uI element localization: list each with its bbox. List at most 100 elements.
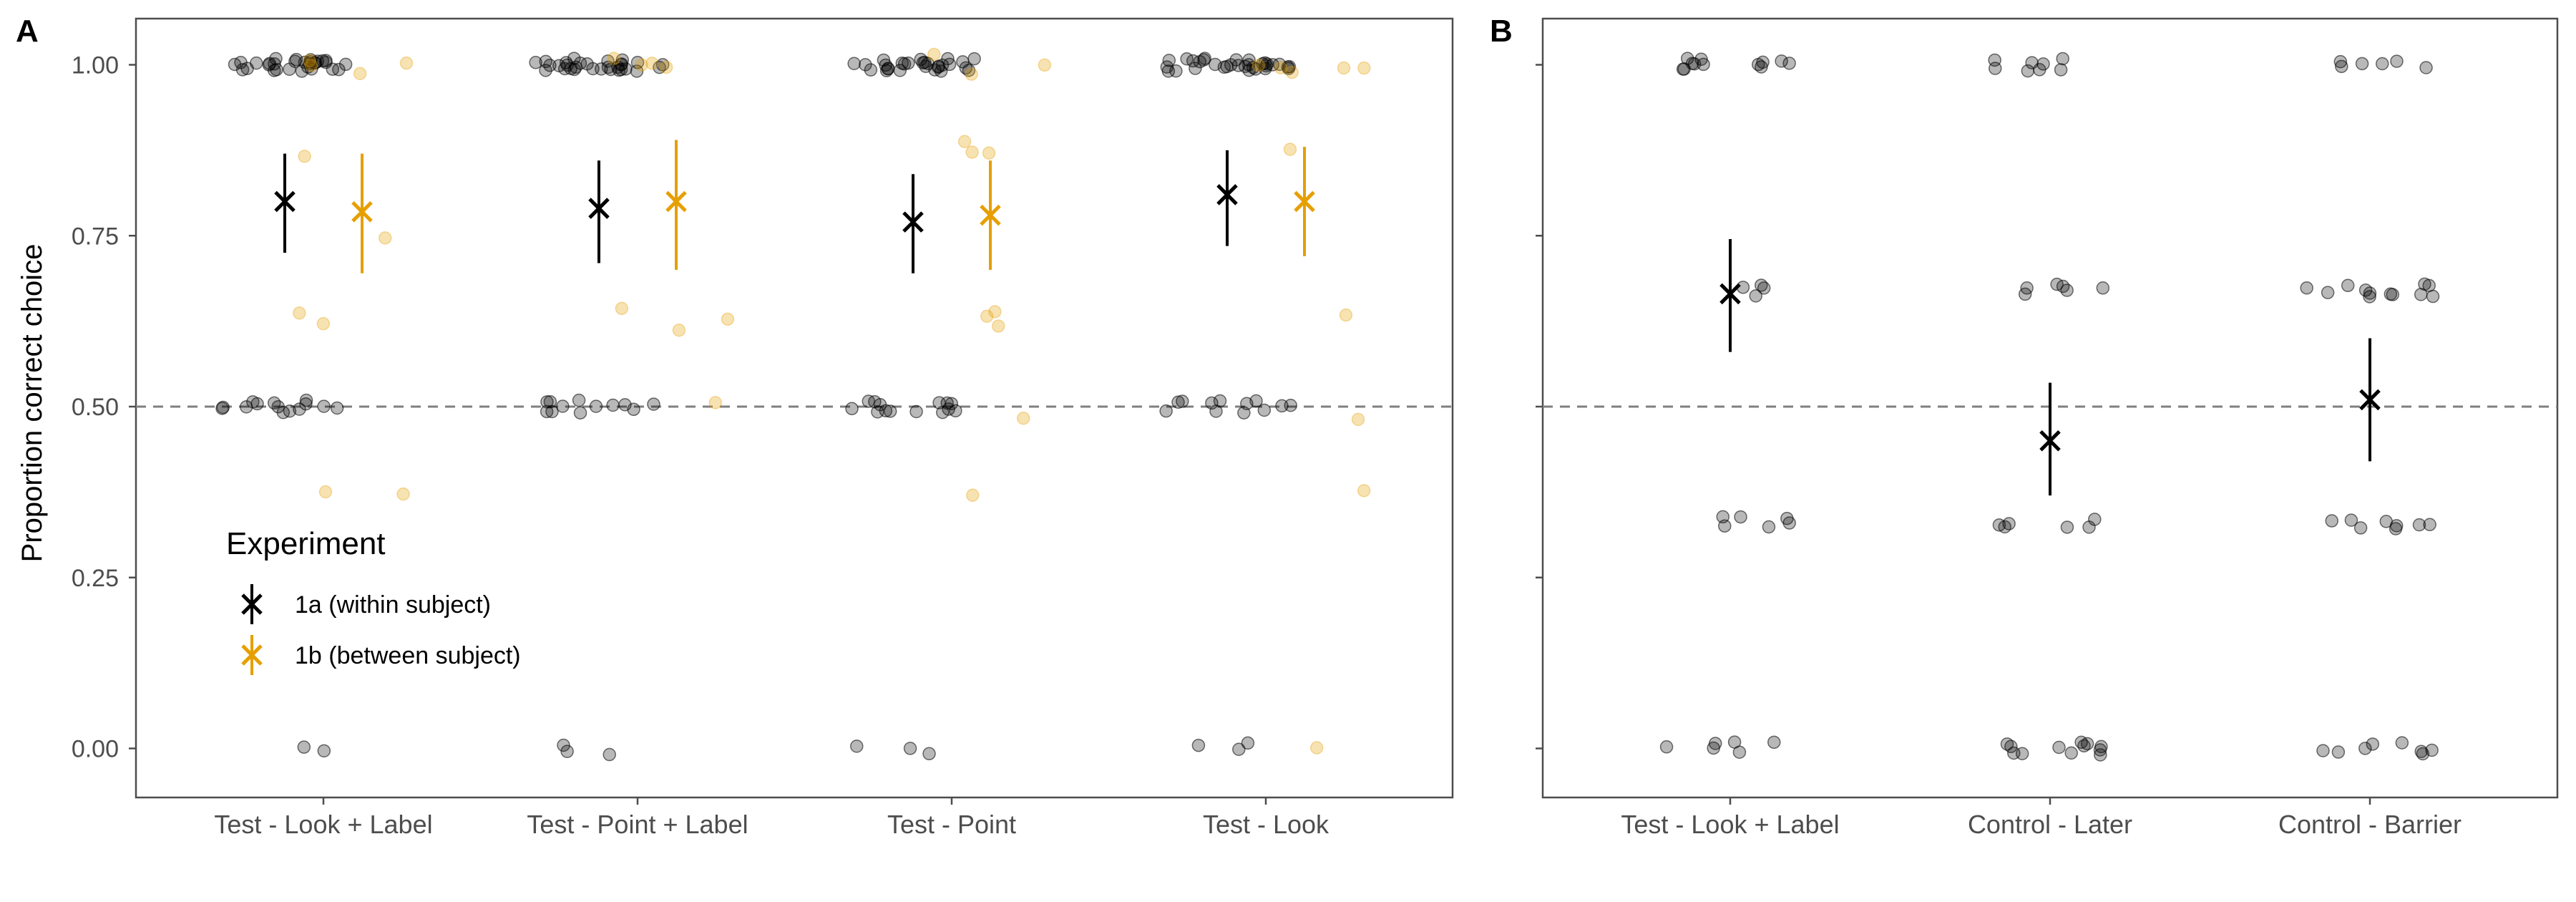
- panel-a-1a-mean-test-point: [902, 211, 924, 233]
- panel-a-1a-point: [618, 398, 632, 412]
- panel-a-1a-point: [940, 396, 954, 410]
- panel-a-1a-point: [543, 59, 557, 72]
- panel-a-1a-point: [1282, 59, 1297, 74]
- panel-b-1a-point: [2056, 52, 2069, 66]
- panel-b-1a-mean-test-look-label-stroke-b: [1719, 283, 1741, 305]
- panel-a-1a-point: [879, 64, 894, 77]
- panel-a-1a-point: [338, 57, 353, 72]
- panel-b-1a-point: [1989, 62, 2002, 75]
- panel-a-x-tick-label-test-look: Test - Look: [1203, 810, 1330, 839]
- panel-a-1b-point: [645, 57, 659, 70]
- panel-a-1b-point: [316, 316, 331, 331]
- panel-a-1a-point: [653, 60, 666, 74]
- panel-a-1a-point: [589, 399, 603, 413]
- panel-a-1a-point: [606, 398, 620, 412]
- panel-a-1a-point: [330, 401, 344, 415]
- panel-a-1a-point: [1191, 738, 1206, 752]
- panel-a-1a-point: [873, 397, 887, 412]
- panel-a-1a-point: [543, 394, 557, 409]
- panel-a-1b-point: [1285, 65, 1299, 79]
- panel-a-1a-point: [882, 62, 895, 75]
- panel-b-1a-point: [2395, 736, 2409, 750]
- panel-a-label: A: [16, 14, 39, 49]
- panel-a-1a-point: [557, 738, 570, 752]
- panel-a-1a-point: [919, 59, 932, 74]
- panel-a-y-tick-label-2: 0.50: [72, 394, 119, 421]
- panel-b-1a-point: [2300, 281, 2313, 295]
- legend-key-cross-0-stroke-b: [241, 593, 263, 615]
- panel-b-1a-point: [1775, 54, 1788, 68]
- panel-a-1a-mean-test-point-stroke-b: [902, 211, 924, 233]
- panel-a-x-tick-label-test-point-label: Test - Point + Label: [527, 810, 748, 839]
- panel-b-1a-point: [2316, 744, 2330, 757]
- panel-b-1a-point: [1685, 57, 1699, 70]
- panel-a-frame: [135, 17, 1454, 799]
- panel-b-1a-point: [2384, 287, 2398, 301]
- panel-a-1a-point: [903, 742, 917, 755]
- panel-b-1a-point: [2004, 739, 2018, 754]
- panel-a-1a-point: [268, 64, 281, 77]
- panel-b-1a-point: [2082, 520, 2096, 534]
- panel-a-1a-point: [1240, 397, 1254, 410]
- panel-a-1b-point: [708, 396, 723, 409]
- panel-a-1a-point: [240, 400, 253, 414]
- legend: Experiment 1a (within subject) 1b (betwe…: [226, 526, 521, 675]
- panel-a-1b-point: [318, 485, 333, 499]
- panel-b-x-tick-label-control-later: Control - Later: [1968, 810, 2132, 839]
- panel-a-1a-point: [1224, 58, 1238, 72]
- panel-a-1a-point: [297, 740, 311, 754]
- panel-a-1a-point: [615, 53, 630, 67]
- panel-b-1a-point: [2050, 277, 2064, 291]
- panel-b-1a-point: [2064, 746, 2078, 760]
- panel-b-1a-point: [2390, 54, 2404, 68]
- panel-a-1a-point: [1275, 399, 1289, 413]
- panel-b-1a-point: [1782, 57, 1796, 70]
- panel-a-1a-point: [595, 62, 608, 76]
- panel-a-y-tick-label-1: 0.25: [72, 565, 119, 592]
- panel-a-1b-point: [672, 324, 686, 337]
- panel-a-1b-point: [635, 58, 648, 72]
- panel-a-1b-point: [659, 60, 673, 74]
- panel-a-x-tick-label-test-look-label: Test - Look + Label: [214, 810, 432, 839]
- panel-b-1a-point: [2052, 740, 2066, 755]
- panel-a-1b-point: [1309, 741, 1324, 755]
- panel-a-1b-point: [1351, 412, 1365, 427]
- panel-a-1a-mean-test-look-label-stroke-b: [274, 190, 296, 213]
- panel-a-1b-point: [353, 67, 367, 81]
- panel-a-1a-point: [883, 404, 897, 418]
- panel-a-1a-point: [1159, 404, 1173, 418]
- panel-a-1a-point: [847, 57, 861, 71]
- panel-a-1a-point: [332, 62, 346, 77]
- panel-a-1a-point: [560, 745, 574, 758]
- panel-a-1b-point: [927, 47, 941, 62]
- panel-a-1b-point: [615, 301, 629, 316]
- panel-a-1a-point: [250, 397, 264, 411]
- panel-b-1a-point: [2419, 61, 2433, 74]
- panel-a-1b-mean-test-point-label: [665, 190, 687, 213]
- panel-a-1a-point: [942, 57, 957, 72]
- panel-b-1a-point: [2423, 518, 2436, 532]
- panel-a-1a-point: [914, 52, 928, 67]
- legend-key-1b: [241, 635, 263, 675]
- panel-a-1a-point: [250, 56, 263, 70]
- panel-a-1a-mean-test-look-label: [274, 190, 296, 213]
- panel-a-1a-point: [1209, 404, 1223, 418]
- panel-a-1b-point: [304, 59, 318, 72]
- panel-a-1a-point: [1189, 62, 1202, 75]
- panel-a-1b-mean-test-look: [1294, 190, 1315, 213]
- panel-a-1b-point: [303, 54, 316, 68]
- panel-a-1a-point: [850, 739, 864, 753]
- panel-a-1b-point: [721, 312, 735, 326]
- panel-a-1a-point: [540, 404, 554, 419]
- legend-title: Experiment: [226, 526, 386, 561]
- panel-a-1b-point: [378, 231, 392, 245]
- panel-a-1a-point: [573, 57, 587, 70]
- panel-b-1a-point: [2363, 290, 2376, 304]
- panel-a-1b-point: [988, 305, 1002, 319]
- panel-a-1b-point: [1016, 411, 1030, 425]
- panel-a-1b-point: [1038, 58, 1052, 72]
- panel-a-1b-point: [1357, 484, 1371, 498]
- panel-a-1a-point: [1241, 58, 1256, 72]
- panel-a-1a-point: [909, 404, 923, 419]
